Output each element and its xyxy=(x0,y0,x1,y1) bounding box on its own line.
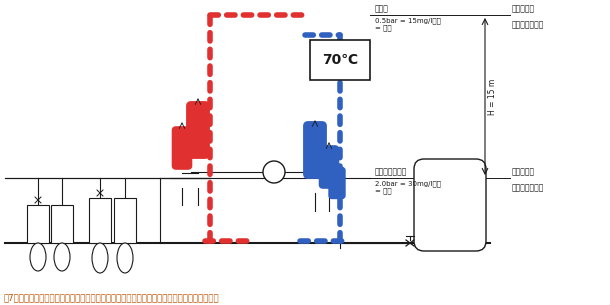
Text: 最上部: 最上部 xyxy=(375,4,389,13)
Text: 2.0bar = 30mg/l窒素: 2.0bar = 30mg/l窒素 xyxy=(375,180,441,187)
Text: 低い圧力、: 低い圧力、 xyxy=(512,4,535,13)
FancyBboxPatch shape xyxy=(329,167,345,199)
Text: = 飽和: = 飽和 xyxy=(375,24,392,30)
Text: エアセパレータ: エアセパレータ xyxy=(375,167,407,176)
Bar xyxy=(27,205,49,243)
Text: 0.5bar = 15mg/l窒素: 0.5bar = 15mg/l窒素 xyxy=(375,17,441,23)
Text: 高い圧力、: 高い圧力、 xyxy=(512,167,535,176)
Text: 低いガス溶解度: 低いガス溶解度 xyxy=(512,20,544,29)
Text: H = 15 m: H = 15 m xyxy=(488,78,497,115)
Text: = 飽和: = 飽和 xyxy=(375,187,392,194)
Bar xyxy=(114,198,136,243)
Ellipse shape xyxy=(54,243,70,271)
Text: 高いガス溶解度: 高いガス溶解度 xyxy=(512,183,544,192)
Bar xyxy=(51,205,73,243)
Text: 図7：従来型のエアセパレータとダイアフラム式膨張タンクを装備した暖房システムの概要図: 図7：従来型のエアセパレータとダイアフラム式膨張タンクを装備した暖房システムの概… xyxy=(4,293,220,302)
FancyBboxPatch shape xyxy=(187,102,209,158)
FancyBboxPatch shape xyxy=(304,122,326,178)
Text: 70℃: 70℃ xyxy=(322,53,358,67)
Ellipse shape xyxy=(30,243,46,271)
Circle shape xyxy=(263,161,285,183)
Bar xyxy=(89,198,111,243)
FancyBboxPatch shape xyxy=(173,127,192,169)
Ellipse shape xyxy=(117,243,133,273)
FancyBboxPatch shape xyxy=(414,159,486,251)
FancyBboxPatch shape xyxy=(320,146,339,188)
Bar xyxy=(310,40,370,80)
Ellipse shape xyxy=(92,243,108,273)
